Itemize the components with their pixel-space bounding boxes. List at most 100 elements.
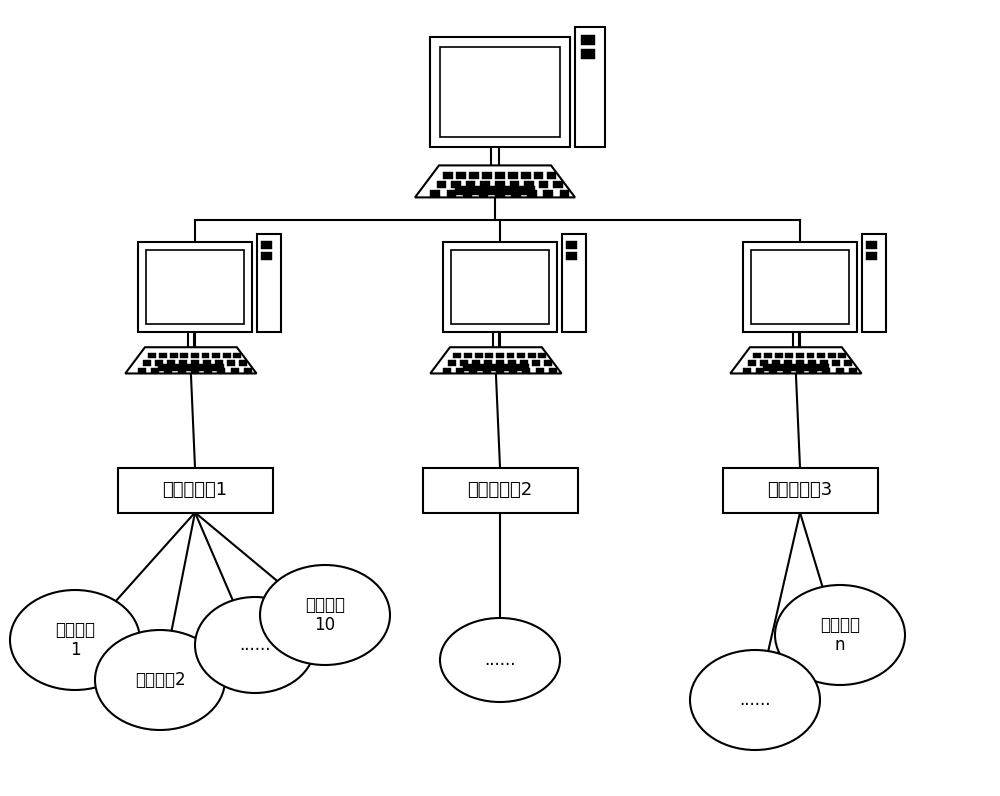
- Bar: [508, 172, 518, 179]
- Bar: [159, 353, 167, 358]
- Bar: [466, 181, 475, 188]
- Bar: [482, 172, 492, 179]
- Bar: [543, 190, 553, 197]
- Bar: [521, 172, 531, 179]
- Bar: [227, 360, 235, 366]
- Bar: [520, 360, 528, 366]
- Bar: [212, 353, 220, 358]
- Bar: [748, 360, 756, 366]
- Bar: [836, 368, 844, 373]
- Ellipse shape: [260, 565, 390, 665]
- Bar: [760, 360, 768, 366]
- Bar: [463, 365, 529, 371]
- Bar: [722, 467, 878, 513]
- Polygon shape: [430, 347, 562, 373]
- Bar: [443, 172, 453, 179]
- Bar: [528, 353, 536, 358]
- Bar: [517, 353, 525, 358]
- Bar: [453, 353, 461, 358]
- Bar: [866, 240, 877, 248]
- Bar: [495, 172, 505, 179]
- Bar: [456, 368, 464, 373]
- Bar: [547, 172, 556, 179]
- Bar: [763, 365, 829, 371]
- Text: 电子标签
1: 电子标签 1: [55, 621, 95, 659]
- Bar: [581, 35, 594, 45]
- Bar: [809, 368, 817, 373]
- Bar: [522, 368, 530, 373]
- Bar: [764, 353, 772, 358]
- Bar: [783, 368, 791, 373]
- Bar: [440, 48, 560, 138]
- Text: 电子标签
n: 电子标签 n: [820, 615, 860, 654]
- Bar: [538, 353, 546, 358]
- Bar: [178, 368, 186, 373]
- Bar: [808, 360, 816, 366]
- Bar: [256, 234, 281, 333]
- Bar: [566, 252, 577, 259]
- Bar: [443, 242, 557, 333]
- Bar: [496, 353, 504, 358]
- Bar: [451, 181, 461, 188]
- Bar: [796, 368, 804, 373]
- Bar: [180, 353, 188, 358]
- Bar: [167, 360, 175, 366]
- Bar: [822, 368, 830, 373]
- Ellipse shape: [440, 618, 560, 702]
- Bar: [784, 360, 792, 366]
- Bar: [832, 360, 840, 366]
- Bar: [469, 368, 477, 373]
- Ellipse shape: [775, 585, 905, 685]
- Bar: [844, 360, 852, 366]
- Bar: [785, 353, 793, 358]
- Polygon shape: [730, 347, 862, 373]
- Bar: [148, 353, 156, 358]
- Bar: [179, 360, 187, 366]
- Bar: [807, 353, 814, 358]
- Bar: [170, 353, 178, 358]
- Bar: [544, 360, 552, 366]
- Bar: [456, 172, 466, 179]
- Bar: [443, 368, 451, 373]
- Bar: [769, 368, 777, 373]
- Bar: [581, 49, 594, 59]
- Text: ......: ......: [739, 691, 771, 709]
- Bar: [828, 353, 836, 358]
- Bar: [215, 360, 223, 366]
- Bar: [507, 353, 514, 358]
- Text: 手持读写器3: 手持读写器3: [767, 481, 833, 499]
- Bar: [560, 190, 569, 197]
- Bar: [472, 360, 480, 366]
- Ellipse shape: [95, 630, 225, 730]
- Bar: [485, 353, 493, 358]
- Bar: [158, 365, 224, 371]
- Bar: [448, 360, 456, 366]
- Bar: [217, 368, 225, 373]
- Bar: [118, 467, 272, 513]
- Text: ......: ......: [239, 636, 271, 654]
- Bar: [455, 186, 535, 195]
- Bar: [484, 360, 492, 366]
- Polygon shape: [415, 166, 575, 197]
- Bar: [549, 368, 557, 373]
- Bar: [138, 368, 146, 373]
- Bar: [575, 27, 605, 147]
- Ellipse shape: [690, 650, 820, 750]
- Bar: [743, 368, 751, 373]
- Bar: [539, 181, 548, 188]
- Bar: [261, 252, 272, 259]
- Bar: [231, 368, 239, 373]
- Bar: [451, 251, 549, 324]
- Bar: [430, 190, 440, 197]
- Bar: [143, 360, 151, 366]
- Bar: [151, 368, 159, 373]
- Bar: [496, 368, 504, 373]
- Bar: [261, 240, 272, 248]
- Bar: [155, 360, 163, 366]
- Bar: [203, 360, 211, 366]
- Bar: [202, 353, 209, 358]
- Bar: [223, 353, 231, 358]
- Bar: [508, 360, 516, 366]
- Text: 电子标签2: 电子标签2: [135, 671, 185, 689]
- Bar: [509, 368, 517, 373]
